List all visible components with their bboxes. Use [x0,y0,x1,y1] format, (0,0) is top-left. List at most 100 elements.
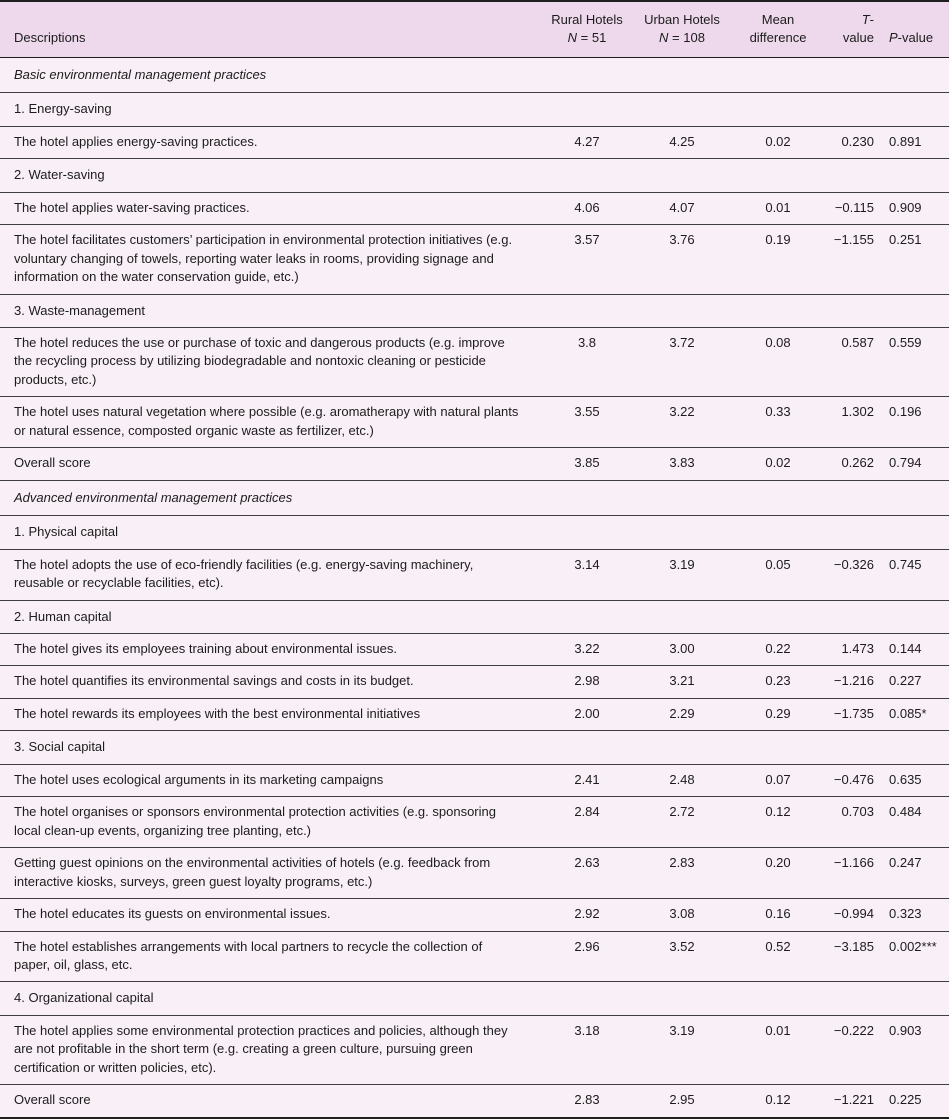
t-value-cell: 0.262 [826,447,880,481]
rural-mean-cell: 3.8 [540,326,634,397]
t-value-cell: 1.473 [826,632,880,666]
section-label: Advanced environmental management practi… [0,479,949,516]
col-header-rural-n: N = 51 [567,30,607,46]
mean-difference-cell: 0.33 [730,396,826,448]
data-row: The hotel rewards its employees with the… [0,697,949,731]
urban-mean-cell: 3.76 [634,224,730,295]
subsection-label: 1. Physical capital [0,515,949,550]
data-row: The hotel adopts the use of eco-friendly… [0,548,949,601]
rural-mean-cell: 3.57 [540,224,634,295]
data-row: The hotel applies water-saving practices… [0,191,949,225]
p-value-cell: 0.794 [880,447,949,481]
urban-mean-cell: 2.95 [634,1084,730,1118]
rural-mean-cell: 2.00 [540,697,634,731]
description-cell: The hotel organises or sponsors environm… [0,796,540,848]
t-value-cell: −1.735 [826,697,880,731]
subsection-label: 1. Energy-saving [0,92,949,127]
urban-mean-cell: 2.29 [634,697,730,731]
mean-difference-cell: 0.07 [730,763,826,797]
mean-difference-cell: 0.02 [730,447,826,481]
t-value-cell: −1.216 [826,665,880,699]
col-header-urban-title: Urban Hotels [644,12,720,27]
urban-mean-cell: 2.83 [634,847,730,899]
urban-mean-cell: 2.72 [634,796,730,848]
p-value-cell: 0.085* [880,697,949,731]
urban-mean-cell: 3.22 [634,396,730,448]
data-row: The hotel establishes arrangements with … [0,930,949,982]
data-row: The hotel uses ecological arguments in i… [0,763,949,797]
rural-mean-cell: 3.55 [540,396,634,448]
description-cell: Overall score [0,447,540,481]
t-value-cell: −0.476 [826,763,880,797]
description-cell: The hotel applies water-saving practices… [0,191,540,225]
t-value-cell: 0.703 [826,796,880,848]
t-value-cell: −1.221 [826,1084,880,1118]
description-cell: The hotel educates its guests on environ… [0,898,540,931]
data-row: The hotel applies some environmental pro… [0,1014,949,1085]
mean-difference-cell: 0.22 [730,632,826,666]
mean-difference-cell: 0.19 [730,224,826,295]
rural-mean-cell: 3.22 [540,632,634,666]
data-row: The hotel educates its guests on environ… [0,898,949,931]
p-value-cell: 0.484 [880,796,949,848]
rural-mean-cell: 2.96 [540,930,634,982]
mean-difference-cell: 0.23 [730,665,826,699]
description-cell: The hotel gives its employees training a… [0,632,540,666]
section-label: Basic environmental management practices [0,56,949,93]
description-cell: The hotel quantifies its environmental s… [0,665,540,699]
p-value-cell: 0.909 [880,191,949,225]
rural-mean-cell: 2.63 [540,847,634,899]
table-header: Descriptions Rural Hotels N = 51 Urban H… [0,1,949,58]
p-value-cell: 0.745 [880,548,949,601]
p-value-cell: 0.891 [880,125,949,159]
urban-mean-cell: 4.07 [634,191,730,225]
description-cell: The hotel applies energy-saving practice… [0,125,540,159]
description-cell: Getting guest opinions on the environmen… [0,847,540,899]
col-header-descriptions: Descriptions [0,1,540,58]
t-value-cell: 1.302 [826,396,880,448]
subsection-label: 2. Water-saving [0,158,949,193]
mean-difference-cell: 0.01 [730,1014,826,1085]
col-header-rural-title: Rural Hotels [551,12,623,27]
mean-difference-cell: 0.29 [730,697,826,731]
data-row: The hotel facilitates customers’ partici… [0,224,949,295]
subsection-row: 2. Human capital [0,599,949,634]
data-row: The hotel reduces the use or purchase of… [0,326,949,397]
t-value-cell: 0.230 [826,125,880,159]
p-value-cell: 0.635 [880,763,949,797]
urban-mean-cell: 3.00 [634,632,730,666]
col-header-p-value: P-value [880,1,949,58]
mean-difference-cell: 0.16 [730,898,826,931]
col-header-urban-n: N = 108 [659,30,705,46]
p-value-cell: 0.323 [880,898,949,931]
description-cell: The hotel applies some environmental pro… [0,1014,540,1085]
rural-mean-cell: 3.18 [540,1014,634,1085]
table-body: Basic environmental management practices… [0,56,949,1118]
t-value-cell: −3.185 [826,930,880,982]
p-value-cell: 0.559 [880,326,949,397]
mean-difference-cell: 0.12 [730,1084,826,1118]
subsection-label: 3. Social capital [0,730,949,765]
description-cell: The hotel facilitates customers’ partici… [0,224,540,295]
mean-difference-cell: 0.01 [730,191,826,225]
description-cell: The hotel reduces the use or purchase of… [0,326,540,397]
mean-difference-cell: 0.02 [730,125,826,159]
data-row: The hotel uses natural vegetation where … [0,396,949,448]
subsection-row: 1. Physical capital [0,515,949,550]
t-value-cell: 0.587 [826,326,880,397]
t-value-cell: −0.326 [826,548,880,601]
description-cell: The hotel rewards its employees with the… [0,697,540,731]
rural-mean-cell: 2.41 [540,763,634,797]
data-row: Overall score 2.83 2.95 0.12 −1.221 0.225 [0,1084,949,1118]
subsection-row: 4. Organizational capital [0,981,949,1016]
header-row: Descriptions Rural Hotels N = 51 Urban H… [0,1,949,58]
t-value-cell: −1.155 [826,224,880,295]
t-value-cell: −1.166 [826,847,880,899]
t-value-cell: −0.994 [826,898,880,931]
subsection-label: 4. Organizational capital [0,981,949,1016]
urban-mean-cell: 2.48 [634,763,730,797]
col-header-mean-difference: Mean difference [730,1,826,58]
mean-difference-cell: 0.12 [730,796,826,848]
